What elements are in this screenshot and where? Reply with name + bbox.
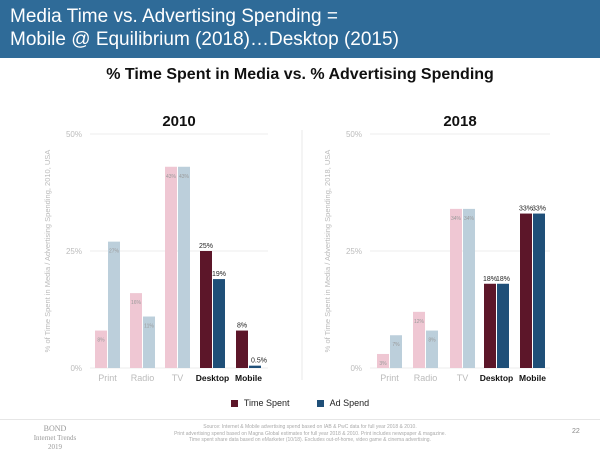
x-tick-label: Radio <box>131 373 155 383</box>
x-tick-label: Radio <box>414 373 438 383</box>
legend-swatch-time <box>230 400 238 407</box>
bar-radio-ad <box>143 316 155 368</box>
data-label: 18% <box>496 276 510 283</box>
x-tick-label: Print <box>380 373 399 383</box>
panel-title: 2018 <box>443 113 476 130</box>
x-tick-label: Desktop <box>480 373 514 383</box>
slide-title-line1: Media Time vs. Advertising Spending = <box>10 6 338 27</box>
bar-desktop-time <box>484 283 496 368</box>
bar-desktop-ad <box>497 283 509 368</box>
bar-tv-ad <box>178 166 190 368</box>
bar-print-ad <box>390 335 402 368</box>
legend-time: Time Spent <box>243 398 290 408</box>
data-label: 33% <box>519 206 533 213</box>
x-tick-label: Mobile <box>235 373 262 383</box>
data-label: 25% <box>199 243 213 250</box>
data-label: 8% <box>97 338 105 344</box>
logo-text: 2019 <box>48 443 62 451</box>
y-tick-label: 25% <box>66 247 82 256</box>
data-label: 34% <box>451 216 462 222</box>
x-tick-label: Mobile <box>519 373 546 383</box>
bar-radio-time <box>413 311 425 368</box>
source-line: Source: Internet & Mobile advertising sp… <box>203 424 417 430</box>
data-label: 19% <box>212 271 226 278</box>
data-label: 43% <box>166 174 177 180</box>
data-label: 8% <box>428 338 436 344</box>
source-line: Time spent share data based on eMarketer… <box>189 437 431 443</box>
y-axis-label: % of Time Spent in Media / Advertising S… <box>43 150 52 353</box>
legend-ad: Ad Spend <box>329 398 370 408</box>
legend-swatch-ad <box>316 400 324 407</box>
y-axis-label: % of Time Spent in Media / Advertising S… <box>323 150 332 353</box>
bar-mobile-ad <box>533 213 545 368</box>
bar-print-time <box>377 353 389 368</box>
panel-title: 2010 <box>162 113 195 130</box>
source-note: Source: Internet & Mobile advertising sp… <box>120 424 500 444</box>
logo-text: Internet Trends <box>33 434 77 442</box>
x-tick-label: Desktop <box>196 373 230 383</box>
chart-subtitle: % Time Spent in Media vs. % Advertising … <box>106 66 494 83</box>
bar-print-time <box>95 330 107 368</box>
bar-mobile-time <box>520 213 532 368</box>
data-label: 34% <box>464 216 475 222</box>
x-tick-label: TV <box>457 373 469 383</box>
header-bar: Media Time vs. Advertising Spending = Mo… <box>0 0 600 58</box>
data-label: 0.5% <box>251 358 267 365</box>
x-tick-label: Print <box>98 373 117 383</box>
y-tick-label: 50% <box>66 130 82 139</box>
bar-mobile-ad <box>249 365 261 368</box>
y-tick-label: 25% <box>346 247 362 256</box>
data-label: 16% <box>131 300 142 306</box>
data-label: 7% <box>392 342 400 348</box>
bar-radio-time <box>130 293 142 368</box>
y-tick-label: 0% <box>350 364 362 373</box>
slide-title-line2: Mobile @ Equilibrium (2018)…Desktop (201… <box>10 29 399 50</box>
bar-tv-time <box>450 208 462 368</box>
data-label: 11% <box>144 324 154 330</box>
footer-divider <box>0 419 600 420</box>
bar-tv-time <box>165 166 177 368</box>
y-tick-label: 50% <box>346 130 362 139</box>
logo-text: BOND <box>43 424 67 433</box>
legend: Time Spent Ad Spend <box>0 398 600 408</box>
source-line: Print advertising spend based on Magna G… <box>174 430 446 437</box>
bond-logo: BOND Internet Trends 2019 <box>0 424 110 452</box>
data-label: 27% <box>109 249 120 255</box>
y-tick-label: 0% <box>70 364 82 373</box>
data-label: 3% <box>379 361 387 367</box>
bar-tv-ad <box>463 208 475 368</box>
bar-mobile-time <box>236 330 248 368</box>
data-label: 18% <box>483 276 497 283</box>
bar-radio-ad <box>426 330 438 368</box>
data-label: 33% <box>532 206 546 213</box>
bar-desktop-time <box>200 251 212 368</box>
bar-print-ad <box>108 241 120 368</box>
bar-desktop-ad <box>213 279 225 368</box>
data-label: 43% <box>179 174 190 180</box>
x-tick-label: TV <box>172 373 184 383</box>
data-label: 8% <box>237 323 247 330</box>
data-label: 12% <box>414 319 425 325</box>
page-number: 22 <box>572 428 580 435</box>
